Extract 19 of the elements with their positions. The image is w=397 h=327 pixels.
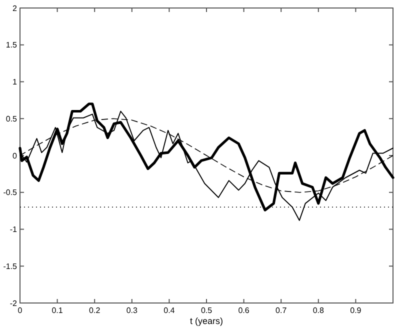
x-tick-label: 0.8 [312, 306, 325, 315]
y-tick-label: 1 [12, 78, 18, 87]
y-tick-label: -1 [10, 225, 18, 234]
x-tick-label: 0.9 [350, 306, 362, 315]
y-tick-label: 1.5 [6, 40, 18, 50]
y-tick-label: -1.5 [3, 262, 18, 271]
x-tick-label: 0.7 [276, 306, 288, 315]
x-tick-label: 0.2 [89, 306, 101, 315]
y-tick-label: -0.5 [3, 188, 18, 198]
x-tick-label: 0.5 [200, 306, 213, 315]
x-tick-label: 0.6 [238, 306, 250, 315]
y-tick-label: 0.5 [6, 114, 18, 124]
x-tick-label: 0.4 [164, 306, 176, 315]
y-tick-label: -2 [10, 298, 18, 308]
y-tick-label: 0 [12, 151, 18, 160]
x-tick-label: 0.1 [52, 306, 64, 315]
x-tick-label: 0.3 [126, 306, 138, 315]
y-tick-label: 2 [12, 4, 18, 13]
x-axis-title: t (years) [190, 316, 224, 326]
